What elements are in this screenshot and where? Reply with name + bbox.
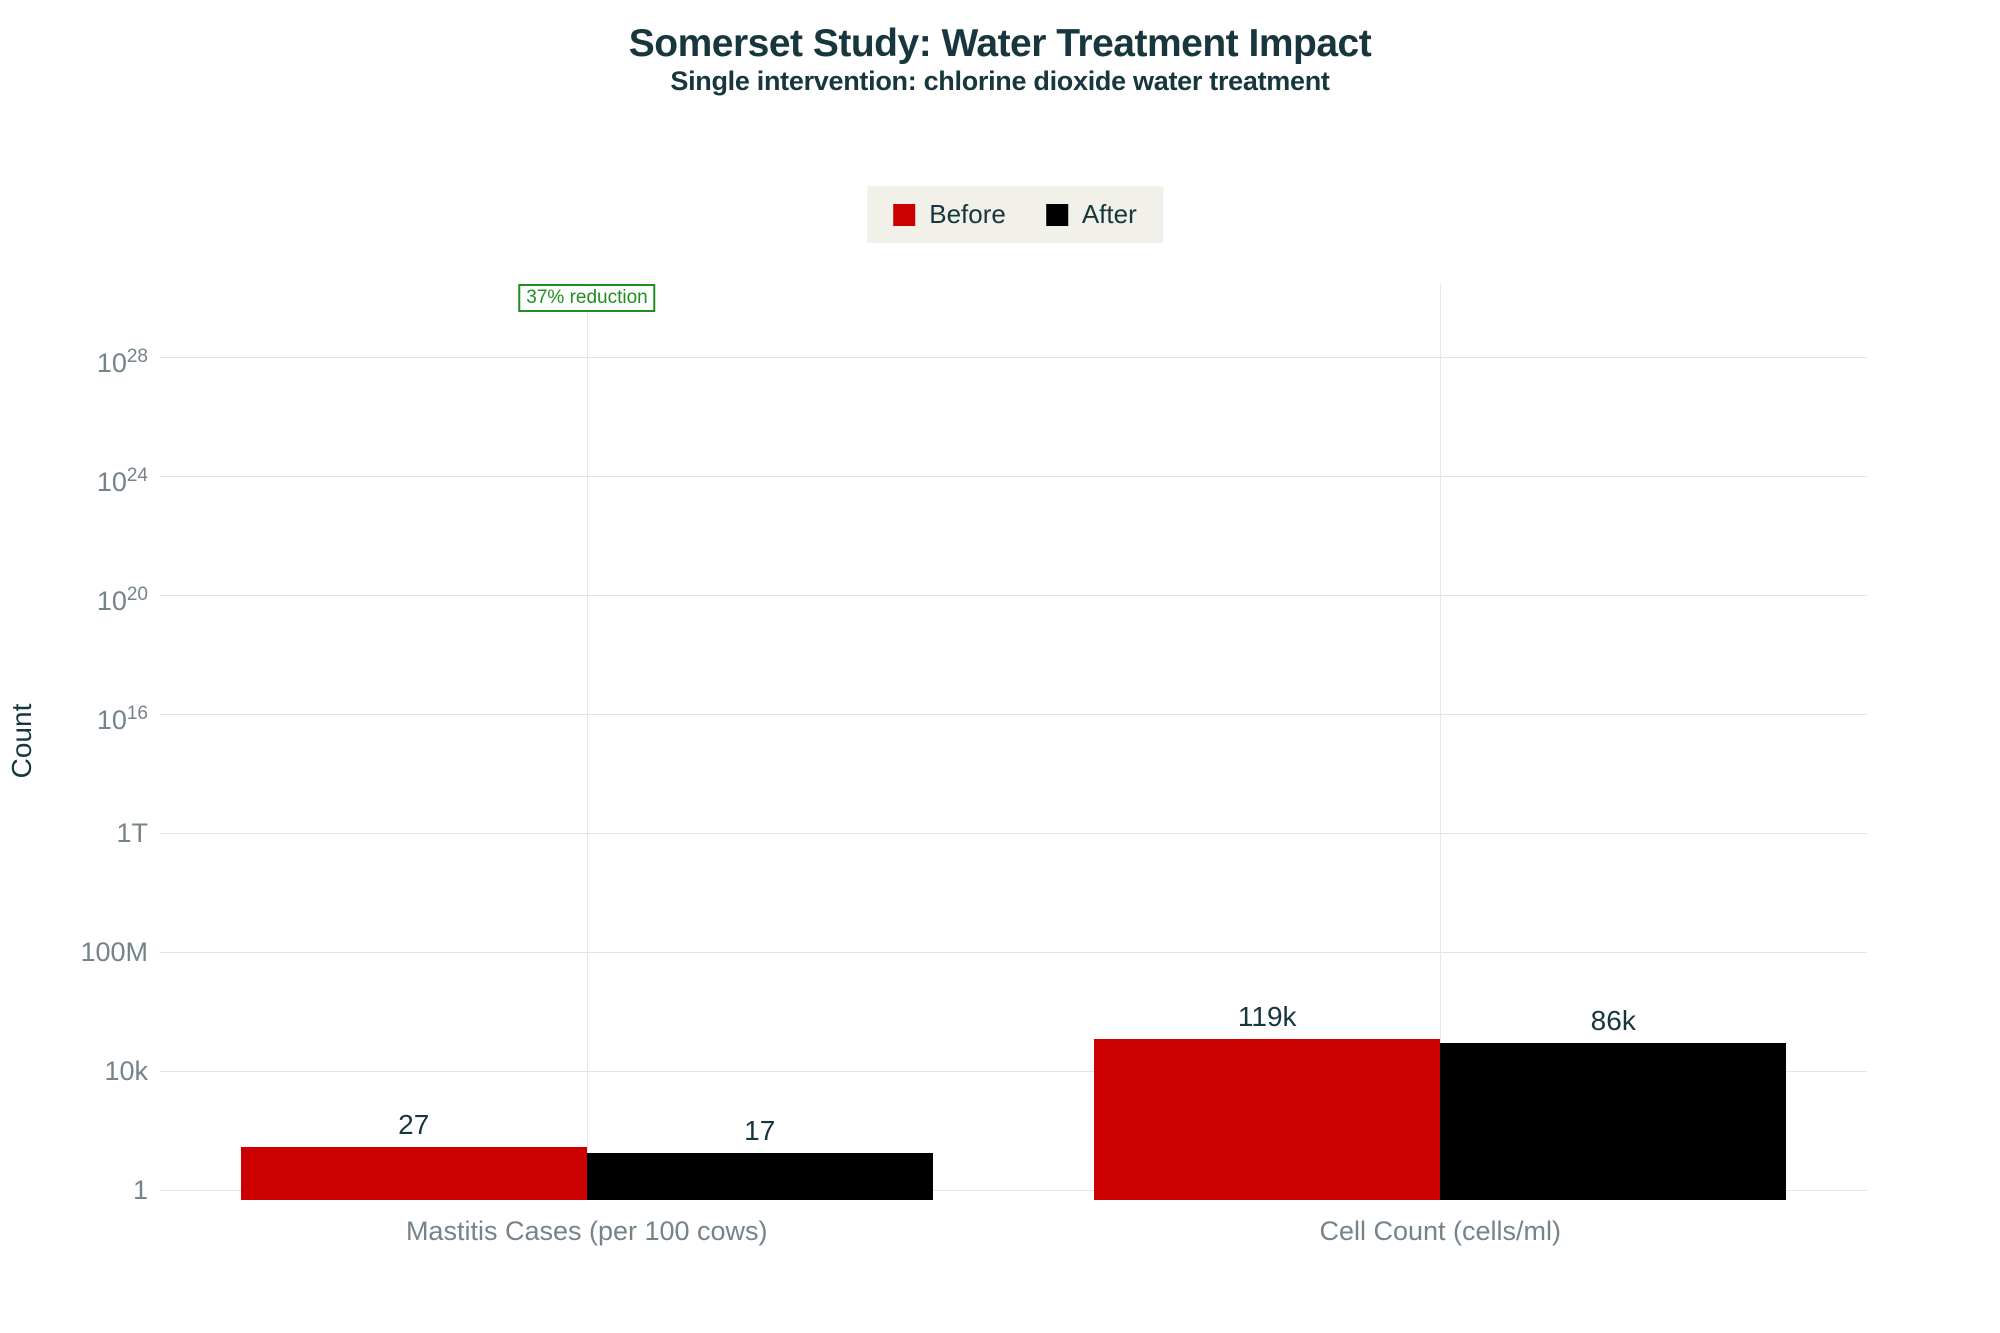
h-gridline (160, 476, 1867, 478)
h-gridline (160, 951, 1867, 953)
y-tick-label: 1020 (0, 580, 148, 616)
reduction-annotation: 37% reduction (518, 284, 656, 312)
legend-label: Before (929, 199, 1006, 229)
y-tick-text: 10 (96, 467, 127, 498)
bar-value-label: 86k (1590, 1004, 1636, 1036)
y-tick-label: 1024 (0, 461, 148, 497)
h-gridline (160, 1189, 1867, 1191)
h-gridline (160, 357, 1867, 359)
h-gridline (160, 595, 1867, 597)
h-gridline (160, 1070, 1867, 1072)
y-tick-text: 10k (104, 1055, 148, 1086)
bar-value-label: 119k (1237, 1000, 1297, 1032)
plot-area (160, 283, 1867, 1200)
y-tick-exponent: 20 (126, 584, 148, 606)
bar-after-category-1[interactable] (1440, 1042, 1787, 1200)
y-tick-exponent: 28 (126, 346, 148, 368)
v-gridline (586, 283, 588, 1200)
y-tick-text: 10 (96, 348, 127, 379)
y-tick-label: 1T (0, 818, 148, 848)
y-tick-label: 100M (0, 937, 148, 967)
bar-value-label: 17 (744, 1115, 776, 1147)
y-tick-exponent: 24 (126, 465, 148, 487)
h-gridline (160, 832, 1867, 834)
legend: Before After (867, 186, 1163, 243)
legend-label: After (1081, 199, 1137, 229)
h-gridline (160, 714, 1867, 715)
y-tick-exponent: 16 (126, 703, 148, 724)
y-tick-text: 10 (96, 586, 127, 617)
bar-before-category-1[interactable] (1094, 1038, 1441, 1200)
y-tick-label: 1016 (0, 699, 148, 735)
y-tick-text: 10 (96, 705, 127, 735)
v-gridline (1440, 283, 1442, 1200)
y-tick-text: 1 (132, 1174, 148, 1205)
legend-swatch-after (1045, 203, 1068, 226)
legend-item-after[interactable]: After (1045, 199, 1137, 230)
bar-after-category-0[interactable] (586, 1153, 933, 1200)
x-category-label: Cell Count (cells/ml) (1319, 1216, 1562, 1246)
chart-subtitle: Single intervention: chlorine dioxide wa… (670, 66, 1330, 96)
y-tick-label: 10k (0, 1056, 148, 1086)
bar-before-category-0[interactable] (240, 1147, 587, 1200)
y-tick-label: 1 (0, 1175, 148, 1205)
x-category-label: Mastitis Cases (per 100 cows) (405, 1216, 768, 1246)
bar-value-label: 27 (398, 1109, 430, 1141)
chart-title: Somerset Study: Water Treatment Impact (628, 22, 1372, 65)
y-tick-text: 100M (80, 936, 148, 967)
legend-item-before[interactable]: Before (893, 199, 1006, 230)
y-tick-label: 1028 (0, 342, 148, 378)
y-tick-text: 1T (116, 817, 148, 848)
legend-swatch-before (893, 203, 916, 226)
